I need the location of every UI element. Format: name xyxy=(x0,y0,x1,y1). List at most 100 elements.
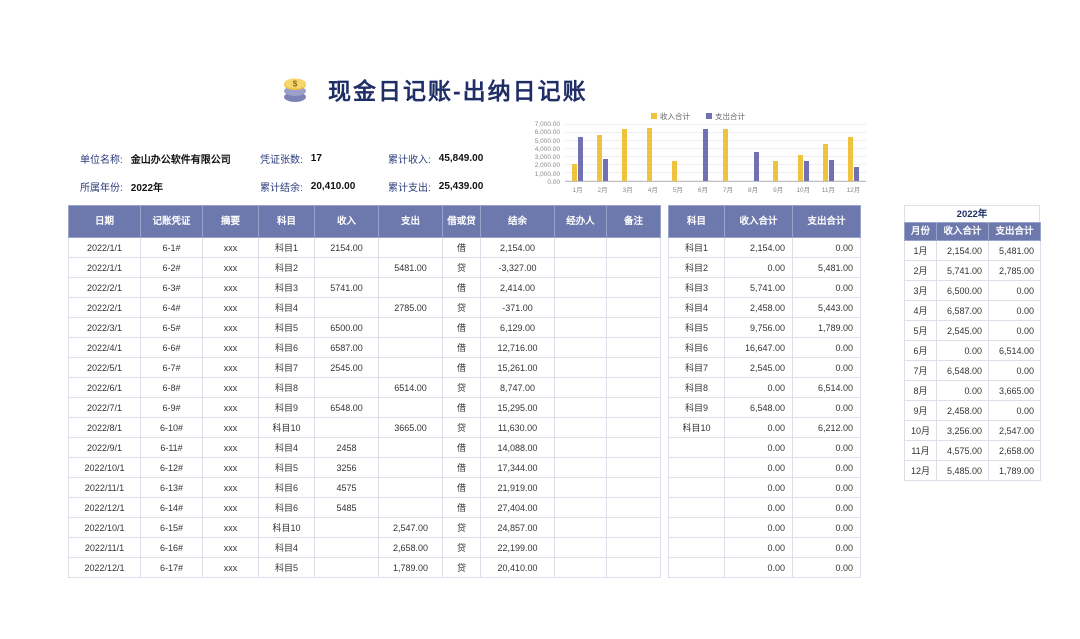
cell[interactable]: xxx xyxy=(202,477,259,498)
cell[interactable]: 1,789.00 xyxy=(988,460,1041,481)
cell[interactable] xyxy=(554,537,607,558)
cell[interactable]: 科目4 xyxy=(258,437,315,458)
cell[interactable]: 0.00 xyxy=(724,497,793,518)
cell[interactable] xyxy=(606,297,661,318)
cell[interactable]: 0.00 xyxy=(792,357,861,378)
cell[interactable]: 15,261.00 xyxy=(480,357,555,378)
cell[interactable]: 2,547.00 xyxy=(988,420,1041,441)
cell[interactable]: 0.00 xyxy=(792,337,861,358)
cell[interactable]: xxx xyxy=(202,377,259,398)
cell[interactable]: 0.00 xyxy=(936,380,989,401)
cell[interactable] xyxy=(668,457,725,478)
cell[interactable]: 6,548.00 xyxy=(936,360,989,381)
cell[interactable]: -3,327.00 xyxy=(480,257,555,278)
cell[interactable]: 3,665.00 xyxy=(988,380,1041,401)
cell[interactable]: 6,514.00 xyxy=(988,340,1041,361)
cell[interactable]: 4575 xyxy=(314,477,379,498)
cell[interactable]: 科目3 xyxy=(258,277,315,298)
cell[interactable]: 科目4 xyxy=(668,297,725,318)
cell[interactable] xyxy=(606,417,661,438)
cell[interactable]: 借 xyxy=(442,357,481,378)
cell[interactable]: 贷 xyxy=(442,417,481,438)
cell[interactable]: 3665.00 xyxy=(378,417,443,438)
cell[interactable]: 6-3# xyxy=(140,277,203,298)
cell[interactable]: 2022/11/1 xyxy=(68,477,141,498)
info-value[interactable]: 45,849.00 xyxy=(438,152,484,164)
cell[interactable]: xxx xyxy=(202,257,259,278)
info-value[interactable]: 25,439.00 xyxy=(438,180,484,192)
info-value[interactable]: 2022年 xyxy=(130,182,164,194)
cell[interactable]: 0.00 xyxy=(724,457,793,478)
cell[interactable]: 0.00 xyxy=(724,557,793,578)
cell[interactable]: 6514.00 xyxy=(378,377,443,398)
cell[interactable]: 11,630.00 xyxy=(480,417,555,438)
cell[interactable]: 借 xyxy=(442,497,481,518)
cell[interactable]: 6,500.00 xyxy=(936,280,989,301)
cell[interactable]: 2022/7/1 xyxy=(68,397,141,418)
cell[interactable]: 5,443.00 xyxy=(792,297,861,318)
cell[interactable]: 2022/10/1 xyxy=(68,517,141,538)
cell[interactable] xyxy=(554,297,607,318)
cell[interactable]: xxx xyxy=(202,277,259,298)
cell[interactable]: xxx xyxy=(202,237,259,258)
cell[interactable] xyxy=(606,377,661,398)
cell[interactable] xyxy=(606,317,661,338)
cell[interactable]: 科目5 xyxy=(258,557,315,578)
cell[interactable]: 借 xyxy=(442,477,481,498)
cell[interactable]: 6-16# xyxy=(140,537,203,558)
cell[interactable]: 6-11# xyxy=(140,437,203,458)
cell[interactable] xyxy=(606,457,661,478)
cell[interactable]: 6月 xyxy=(904,340,937,361)
cell[interactable]: 2022/6/1 xyxy=(68,377,141,398)
cell[interactable]: 1,789.00 xyxy=(792,317,861,338)
cell[interactable]: 17,344.00 xyxy=(480,457,555,478)
cell[interactable]: xxx xyxy=(202,557,259,578)
cell[interactable]: 2,154.00 xyxy=(936,240,989,261)
cell[interactable]: 6,587.00 xyxy=(936,300,989,321)
cell[interactable]: 0.00 xyxy=(724,517,793,538)
cell[interactable] xyxy=(668,477,725,498)
cell[interactable]: 0.00 xyxy=(724,377,793,398)
cell[interactable]: 9,756.00 xyxy=(724,317,793,338)
cell[interactable]: 2022/2/1 xyxy=(68,277,141,298)
cell[interactable] xyxy=(554,397,607,418)
cell[interactable] xyxy=(606,357,661,378)
cell[interactable]: 0.00 xyxy=(936,340,989,361)
cell[interactable]: 11月 xyxy=(904,440,937,461)
cell[interactable]: -371.00 xyxy=(480,297,555,318)
cell[interactable]: 5485 xyxy=(314,497,379,518)
cell[interactable]: 科目2 xyxy=(258,257,315,278)
cell[interactable] xyxy=(314,417,379,438)
cell[interactable]: 6500.00 xyxy=(314,317,379,338)
cell[interactable] xyxy=(668,557,725,578)
cell[interactable]: 2月 xyxy=(904,260,937,281)
cell[interactable]: 2,458.00 xyxy=(724,297,793,318)
cell[interactable]: 科目5 xyxy=(258,457,315,478)
cell[interactable]: 0.00 xyxy=(724,417,793,438)
cell[interactable]: 2022/1/1 xyxy=(68,237,141,258)
cell[interactable]: 科目9 xyxy=(668,397,725,418)
cell[interactable]: 0.00 xyxy=(988,280,1041,301)
info-value[interactable]: 金山办公软件有限公司 xyxy=(130,154,231,166)
cell[interactable]: 科目10 xyxy=(668,417,725,438)
cell[interactable]: 2,545.00 xyxy=(936,320,989,341)
cell[interactable]: 科目6 xyxy=(258,337,315,358)
cell[interactable]: 科目7 xyxy=(668,357,725,378)
cell[interactable] xyxy=(668,437,725,458)
cell[interactable]: 12月 xyxy=(904,460,937,481)
cell[interactable]: 6-8# xyxy=(140,377,203,398)
cell[interactable]: 0.00 xyxy=(988,300,1041,321)
info-value[interactable]: 20,410.00 xyxy=(310,180,356,192)
cell[interactable]: 12,716.00 xyxy=(480,337,555,358)
cell[interactable]: 5481.00 xyxy=(378,257,443,278)
cell[interactable]: 2,547.00 xyxy=(378,517,443,538)
cell[interactable]: 24,857.00 xyxy=(480,517,555,538)
cell[interactable]: 0.00 xyxy=(792,557,861,578)
cell[interactable]: 借 xyxy=(442,337,481,358)
cell[interactable]: 0.00 xyxy=(792,457,861,478)
cell[interactable]: 5,741.00 xyxy=(936,260,989,281)
cell[interactable]: 6-15# xyxy=(140,517,203,538)
cell[interactable]: 6-13# xyxy=(140,477,203,498)
cell[interactable]: 2022/4/1 xyxy=(68,337,141,358)
cell[interactable] xyxy=(606,397,661,418)
